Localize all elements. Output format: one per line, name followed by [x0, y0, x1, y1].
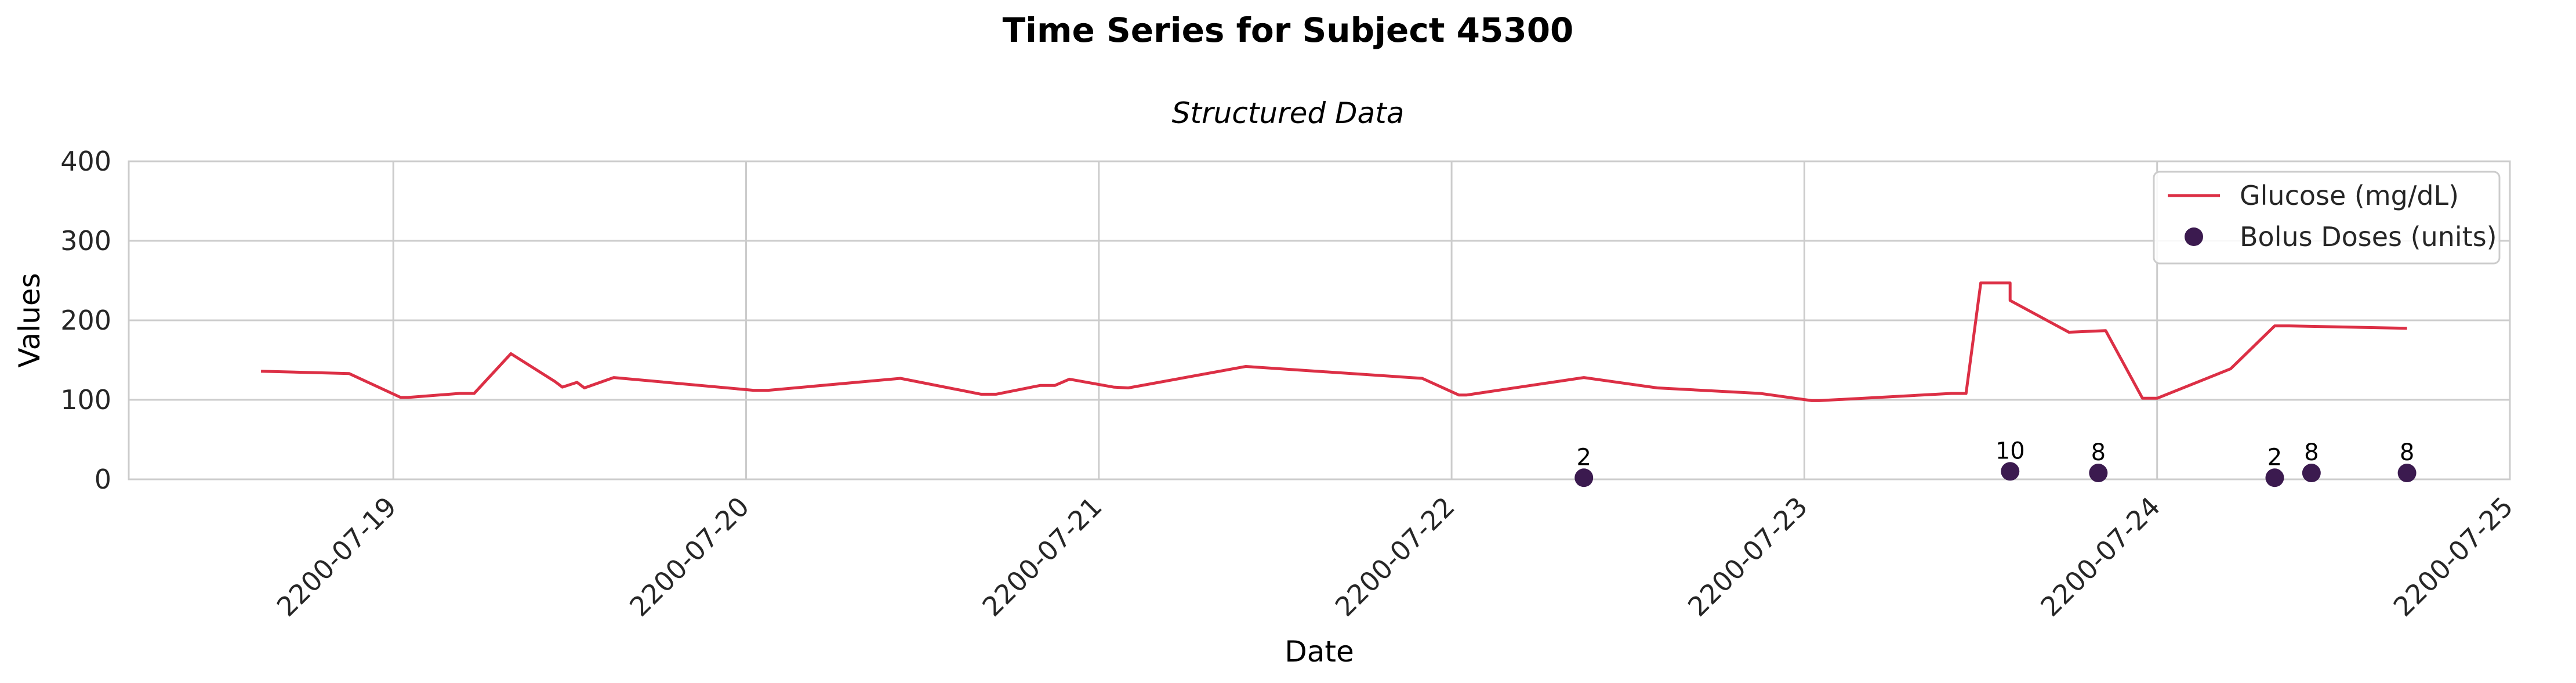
- chart-title: Time Series for Subject 45300: [1003, 10, 1574, 50]
- bolus-point: [2265, 468, 2284, 487]
- bolus-point: [1574, 468, 1594, 487]
- bolus-dose-label: 8: [2091, 439, 2106, 466]
- chart-subtitle: Structured Data: [1172, 96, 1405, 130]
- x-tick-label: 2200-07-24: [2034, 491, 2166, 623]
- y-tick-label: 0: [95, 464, 111, 495]
- x-tick-label: 2200-07-23: [1682, 491, 1813, 623]
- y-axis-ticks: 0 100 200 300 400: [60, 146, 111, 495]
- legend-bolus-swatch: [2185, 227, 2203, 246]
- bolus-point: [2089, 464, 2108, 483]
- legend-glucose-label: Glucose (mg/dL): [2240, 180, 2459, 211]
- x-tick-label: 2200-07-20: [623, 491, 755, 623]
- bolus-dose-label: 8: [2400, 439, 2414, 466]
- glucose-series-line: [261, 281, 2407, 402]
- y-tick-label: 300: [60, 225, 111, 256]
- y-tick-label: 200: [60, 305, 111, 336]
- x-tick-label: 2200-07-22: [1329, 491, 1461, 623]
- y-tick-label: 100: [60, 384, 111, 415]
- legend-bolus-label: Bolus Doses (units): [2240, 221, 2497, 252]
- bolus-point: [2001, 462, 2020, 481]
- x-tick-label: 2200-07-21: [976, 491, 1108, 623]
- y-axis-label: Values: [13, 273, 46, 367]
- bolus-dose-label: 8: [2304, 439, 2319, 466]
- x-axis-ticks: 2200-07-19 2200-07-20 2200-07-21 2200-07-22…: [271, 491, 2519, 623]
- bolus-point: [2302, 464, 2321, 483]
- y-tick-label: 400: [60, 146, 111, 177]
- legend: Glucose (mg/dL) Bolus Doses (units): [2153, 171, 2501, 265]
- bolus-dose-label: 2: [1576, 444, 1591, 471]
- x-tick-label: 2200-07-25: [2388, 491, 2519, 623]
- x-axis-label: Date: [1285, 635, 1354, 668]
- bolus-series-points: 2 10 8 2 8 8: [1574, 438, 2417, 487]
- legend-box: [2153, 171, 2501, 265]
- plot-frame: [128, 160, 2511, 480]
- bolus-point: [2397, 464, 2417, 483]
- x-tick-label: 2200-07-19: [271, 491, 402, 623]
- bolus-dose-label: 10: [1996, 438, 2025, 464]
- bolus-dose-label: 2: [2267, 444, 2282, 471]
